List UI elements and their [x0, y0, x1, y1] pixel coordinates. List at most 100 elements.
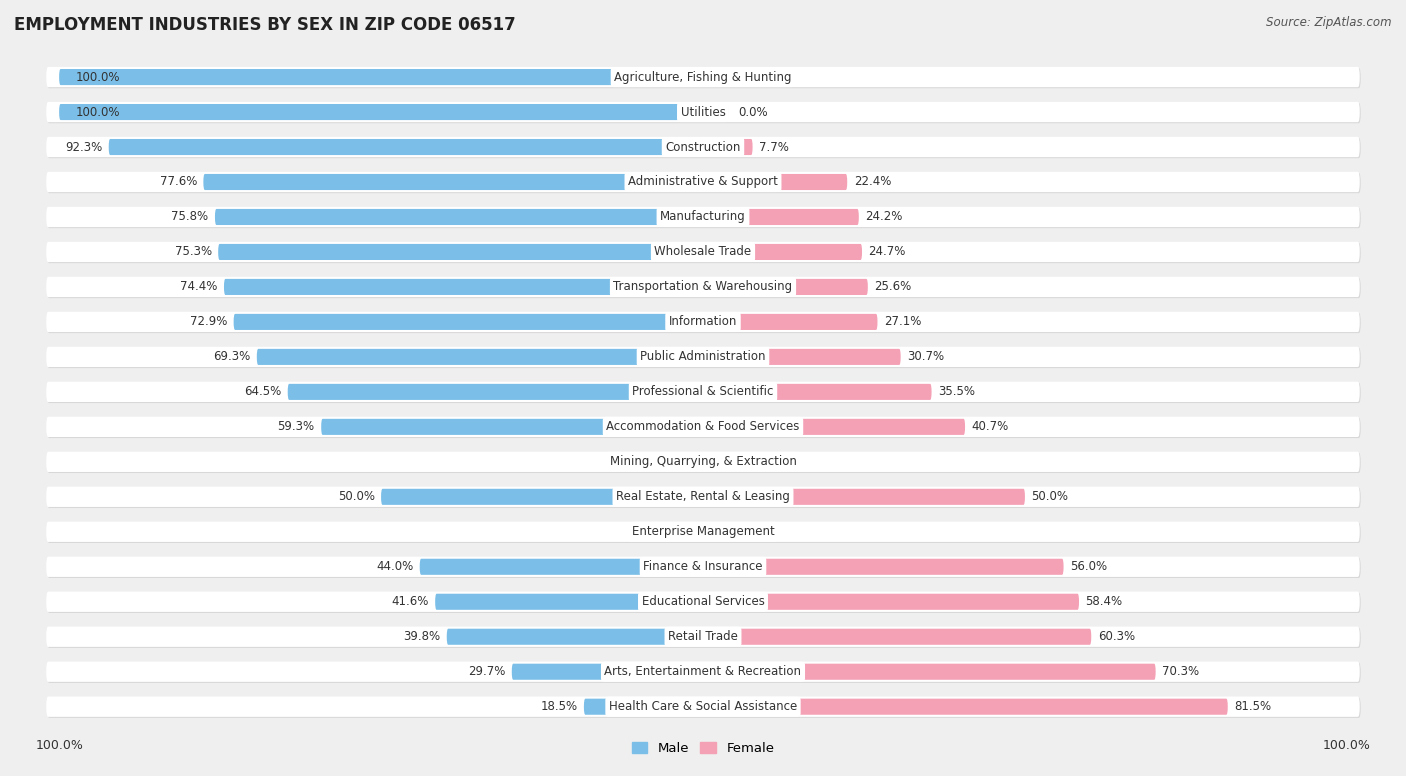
FancyBboxPatch shape — [46, 207, 1360, 227]
Text: 22.4%: 22.4% — [853, 175, 891, 189]
Text: 64.5%: 64.5% — [245, 386, 281, 398]
Text: Agriculture, Fishing & Hunting: Agriculture, Fishing & Hunting — [614, 71, 792, 84]
FancyBboxPatch shape — [512, 663, 703, 680]
Text: Source: ZipAtlas.com: Source: ZipAtlas.com — [1267, 16, 1392, 29]
FancyBboxPatch shape — [48, 698, 1361, 718]
Text: 29.7%: 29.7% — [468, 665, 505, 678]
FancyBboxPatch shape — [233, 314, 703, 330]
FancyBboxPatch shape — [48, 558, 1361, 578]
FancyBboxPatch shape — [48, 663, 1361, 683]
FancyBboxPatch shape — [48, 417, 1361, 438]
Text: Health Care & Social Assistance: Health Care & Social Assistance — [609, 700, 797, 713]
FancyBboxPatch shape — [703, 349, 901, 365]
Text: 0.0%: 0.0% — [738, 71, 768, 84]
Text: 50.0%: 50.0% — [337, 490, 374, 504]
FancyBboxPatch shape — [703, 629, 1091, 645]
FancyBboxPatch shape — [46, 347, 1360, 367]
Text: Construction: Construction — [665, 140, 741, 154]
FancyBboxPatch shape — [46, 102, 1360, 122]
Text: 44.0%: 44.0% — [375, 560, 413, 573]
FancyBboxPatch shape — [447, 629, 703, 645]
FancyBboxPatch shape — [46, 312, 1360, 332]
Text: 27.1%: 27.1% — [884, 315, 921, 328]
FancyBboxPatch shape — [48, 243, 1361, 263]
Text: 72.9%: 72.9% — [190, 315, 228, 328]
Text: 92.3%: 92.3% — [65, 140, 103, 154]
FancyBboxPatch shape — [48, 593, 1361, 613]
Text: Accommodation & Food Services: Accommodation & Food Services — [606, 421, 800, 433]
Text: Public Administration: Public Administration — [640, 351, 766, 363]
FancyBboxPatch shape — [48, 523, 1361, 543]
Text: 75.3%: 75.3% — [174, 245, 212, 258]
Text: 0.0%: 0.0% — [738, 456, 768, 469]
Text: Mining, Quarrying, & Extraction: Mining, Quarrying, & Extraction — [610, 456, 796, 469]
FancyBboxPatch shape — [703, 454, 728, 470]
FancyBboxPatch shape — [703, 489, 1025, 505]
FancyBboxPatch shape — [48, 278, 1361, 298]
FancyBboxPatch shape — [48, 173, 1361, 193]
Text: 74.4%: 74.4% — [180, 280, 218, 293]
Text: 56.0%: 56.0% — [1070, 560, 1107, 573]
FancyBboxPatch shape — [108, 139, 703, 155]
FancyBboxPatch shape — [46, 556, 1360, 577]
FancyBboxPatch shape — [703, 104, 728, 120]
FancyBboxPatch shape — [703, 698, 1227, 715]
Text: Real Estate, Rental & Leasing: Real Estate, Rental & Leasing — [616, 490, 790, 504]
FancyBboxPatch shape — [381, 489, 703, 505]
FancyBboxPatch shape — [46, 382, 1360, 402]
FancyBboxPatch shape — [46, 521, 1360, 542]
FancyBboxPatch shape — [46, 242, 1360, 262]
Text: 30.7%: 30.7% — [907, 351, 945, 363]
Text: 60.3%: 60.3% — [1098, 630, 1135, 643]
Text: 58.4%: 58.4% — [1085, 595, 1122, 608]
Text: Finance & Insurance: Finance & Insurance — [644, 560, 762, 573]
FancyBboxPatch shape — [46, 137, 1360, 158]
FancyBboxPatch shape — [46, 697, 1360, 717]
FancyBboxPatch shape — [46, 452, 1360, 472]
FancyBboxPatch shape — [46, 662, 1360, 682]
FancyBboxPatch shape — [703, 69, 728, 85]
Text: 35.5%: 35.5% — [938, 386, 974, 398]
FancyBboxPatch shape — [46, 626, 1360, 647]
FancyBboxPatch shape — [678, 454, 703, 470]
FancyBboxPatch shape — [48, 452, 1361, 473]
Text: 24.7%: 24.7% — [869, 245, 905, 258]
FancyBboxPatch shape — [48, 208, 1361, 228]
FancyBboxPatch shape — [703, 384, 932, 400]
FancyBboxPatch shape — [703, 594, 1078, 610]
Text: 24.2%: 24.2% — [865, 210, 903, 223]
FancyBboxPatch shape — [678, 524, 703, 540]
Text: 81.5%: 81.5% — [1234, 700, 1271, 713]
FancyBboxPatch shape — [48, 383, 1361, 403]
Text: 59.3%: 59.3% — [277, 421, 315, 433]
FancyBboxPatch shape — [703, 524, 728, 540]
Text: Arts, Entertainment & Recreation: Arts, Entertainment & Recreation — [605, 665, 801, 678]
FancyBboxPatch shape — [703, 209, 859, 225]
FancyBboxPatch shape — [703, 139, 752, 155]
Text: Information: Information — [669, 315, 737, 328]
FancyBboxPatch shape — [434, 594, 703, 610]
Text: Manufacturing: Manufacturing — [661, 210, 745, 223]
FancyBboxPatch shape — [48, 313, 1361, 333]
FancyBboxPatch shape — [46, 591, 1360, 612]
Text: 40.7%: 40.7% — [972, 421, 1008, 433]
Legend: Male, Female: Male, Female — [626, 736, 780, 760]
Text: Educational Services: Educational Services — [641, 595, 765, 608]
Text: Enterprise Management: Enterprise Management — [631, 525, 775, 539]
FancyBboxPatch shape — [48, 138, 1361, 158]
Text: Transportation & Warehousing: Transportation & Warehousing — [613, 280, 793, 293]
Text: 41.6%: 41.6% — [391, 595, 429, 608]
Text: 18.5%: 18.5% — [540, 700, 578, 713]
FancyBboxPatch shape — [46, 417, 1360, 437]
FancyBboxPatch shape — [703, 314, 877, 330]
FancyBboxPatch shape — [46, 67, 1360, 87]
FancyBboxPatch shape — [215, 209, 703, 225]
Text: 25.6%: 25.6% — [875, 280, 911, 293]
FancyBboxPatch shape — [218, 244, 703, 260]
FancyBboxPatch shape — [48, 488, 1361, 508]
FancyBboxPatch shape — [48, 348, 1361, 368]
Text: Retail Trade: Retail Trade — [668, 630, 738, 643]
Text: 100.0%: 100.0% — [76, 106, 120, 119]
FancyBboxPatch shape — [46, 171, 1360, 192]
FancyBboxPatch shape — [59, 69, 703, 85]
